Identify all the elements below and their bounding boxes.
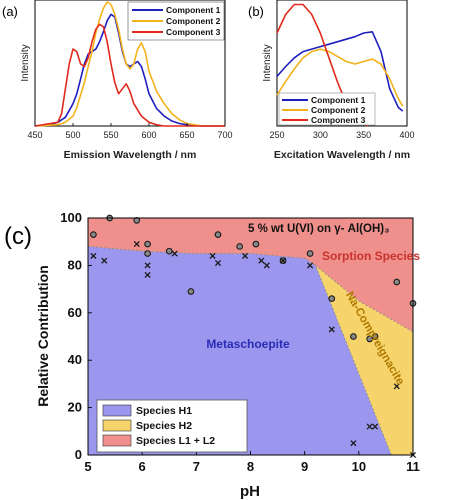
- panel-a-x-tick-label: 700: [217, 130, 232, 140]
- data-point-circle: [366, 335, 374, 343]
- data-point-cross: [393, 383, 400, 390]
- data-point-cross: [263, 262, 270, 269]
- panel-c-y-tick-label: 60: [68, 305, 82, 320]
- panel-b-ylabel: Intensity: [262, 44, 273, 81]
- panel-b-x-tick-label: 400: [399, 130, 414, 140]
- boundary-h2: [315, 265, 414, 333]
- data-point-circle: [350, 333, 357, 340]
- panel-c-x-tick-label: 5: [84, 459, 91, 474]
- panel-b-x-tick-label: 250: [269, 130, 284, 140]
- legend-label-species-l1l2: Species L1 + L2: [136, 435, 215, 447]
- data-point-circle: [214, 231, 222, 238]
- panel-a-x-tick-label: 600: [141, 130, 156, 140]
- panel-c-y-tick-label: 80: [68, 257, 82, 272]
- data-point-cross: [328, 326, 335, 333]
- data-point-circle: [144, 250, 151, 257]
- panel-c-ylabel: Relative Contribution: [35, 265, 51, 407]
- panel-a-series-3-line: [34, 23, 225, 127]
- data-point-circle: [252, 240, 260, 248]
- panel-c-legend: Species H1 Species H2 Species L1 + L2: [96, 399, 248, 453]
- panel-a-lines: [34, 1, 225, 127]
- data-point-cross: [350, 440, 357, 447]
- data-point-cross: [214, 259, 222, 267]
- panel-c-title: 5 % wt U(VI) on γ- Al(OH)₃: [248, 223, 389, 235]
- panel-c-x-tick-label: 6: [139, 459, 146, 474]
- legend-label-species-h1: Species H1: [136, 405, 192, 417]
- panel-c-x-tick-label: 7: [193, 459, 200, 474]
- panel-b-legend-label-2: Component 2: [311, 105, 366, 115]
- legend-swatch-species-h2: [102, 419, 132, 432]
- panel-b: (b) 250 300 350 400 Excitation Wavelength /…: [248, 0, 415, 161]
- panel-b-x-tick-label: 300: [313, 130, 328, 140]
- data-point-cross: [171, 250, 178, 257]
- data-point-cross: [279, 257, 287, 264]
- panel-b-x-tick-label: 350: [356, 130, 371, 140]
- data-point-circle: [236, 243, 244, 250]
- panel-a-label: (a): [2, 4, 18, 19]
- panel-a-x-tick-label: 500: [65, 130, 80, 140]
- data-point-cross: [144, 271, 151, 278]
- legend-label-species-h2: Species H2: [136, 420, 192, 432]
- panel-a-x-tick-label: 450: [27, 130, 42, 140]
- panel-c-x-ticks: 5 6 7 8 9 10 11: [84, 451, 420, 474]
- panel-c-label: (c): [4, 223, 32, 250]
- panel-a-xlabel: Emission Wavelength / nm: [64, 149, 197, 161]
- legend-swatch-species-l1l2: [102, 434, 132, 447]
- data-point-cross: [372, 423, 379, 430]
- panel-c-xlabel: pH: [240, 483, 260, 500]
- panel-c-y-ticks: 0 20 40 60 80 100: [60, 210, 92, 462]
- panel-a-legend: Component 1 Component 2 Component 3: [127, 1, 225, 41]
- data-point-cross: [90, 252, 97, 259]
- panel-a-legend-label-1: Component 1: [166, 5, 221, 15]
- panel-a-ylabel: Intensity: [20, 44, 31, 81]
- region-label-sorption-1: Sorption Species: [322, 249, 420, 263]
- panel-c-points: [90, 214, 417, 459]
- panel-b-series-2-line: [276, 48, 404, 107]
- data-point-cross: [209, 252, 216, 259]
- panel-a-x-ticks: 450 500 550 600 650 700: [27, 123, 233, 140]
- data-point-cross: [144, 262, 151, 269]
- panel-c-x-tick-label: 11: [406, 459, 420, 474]
- panel-b-legend-label-1: Component 1: [311, 95, 366, 105]
- panel-a-x-tick-label: 650: [179, 130, 194, 140]
- panel-c: (c) 5 6 7 8 9 10 11 0 20 40 60 80 100 5 % wt U(VI) …: [4, 210, 420, 500]
- panel-b-xlabel: Excitation Wavelength / nm: [274, 149, 410, 161]
- panel-b-legend: Component 1 Component 2 Component 3: [278, 92, 376, 126]
- panel-c-x-tick-label: 8: [247, 459, 254, 474]
- data-point-cross: [133, 241, 140, 248]
- data-point-circle: [371, 333, 379, 340]
- data-point-cross: [307, 262, 314, 269]
- panel-c-x-tick-label: 10: [352, 459, 366, 474]
- panel-a: (a) 450 500 550 600 650 700 Emission Waveleng…: [2, 0, 233, 161]
- panel-c-y-tick-label: 100: [60, 210, 82, 225]
- data-point-cross: [101, 257, 108, 264]
- data-point-circle: [165, 247, 173, 255]
- panel-b-legend-label-3: Component 3: [311, 115, 366, 125]
- panel-c-x-tick-label: 9: [301, 459, 308, 474]
- panel-a-series-2-line: [34, 1, 225, 127]
- data-point-circle: [144, 240, 151, 248]
- data-point-cross: [258, 257, 265, 264]
- panel-c-y-tick-label: 0: [75, 447, 82, 462]
- data-point-circle: [187, 288, 195, 295]
- data-point-cross: [242, 252, 249, 259]
- data-point-circle: [90, 231, 97, 238]
- panel-b-label: (b): [248, 4, 264, 19]
- panel-a-legend-label-3: Component 3: [166, 27, 221, 37]
- panel-a-x-tick-label: 550: [103, 130, 118, 140]
- region-label-metaschoepite: Metaschoepite: [206, 337, 290, 351]
- panel-c-y-tick-label: 20: [68, 400, 82, 415]
- legend-swatch-species-h1: [102, 404, 132, 417]
- panel-a-legend-label-2: Component 2: [166, 16, 221, 26]
- boundary-h1: [87, 246, 413, 456]
- data-point-cross: [366, 423, 373, 430]
- data-point-circle: [306, 250, 314, 257]
- data-point-circle: [328, 295, 336, 302]
- data-point-circle: [393, 278, 401, 286]
- panel-c-y-tick-label: 40: [68, 352, 82, 367]
